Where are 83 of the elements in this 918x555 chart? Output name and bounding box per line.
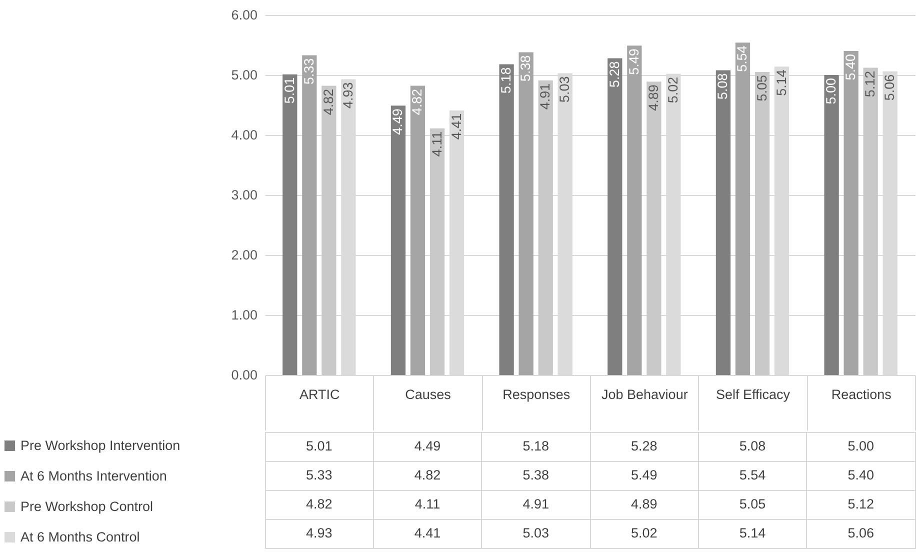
- data-label: 4.91: [522, 496, 549, 512]
- text: 4.11: [429, 131, 444, 157]
- data-label: 4.89: [631, 496, 658, 512]
- bar: [646, 82, 662, 375]
- y-tick-label: 4.00: [231, 128, 258, 142]
- bar: [538, 80, 553, 375]
- x-tick-label: Causes: [405, 387, 452, 402]
- text: 5.08: [715, 73, 730, 100]
- data-label: 4.82: [306, 496, 332, 512]
- bar: [844, 51, 858, 375]
- bar: [322, 86, 336, 375]
- bar: [754, 72, 770, 375]
- y-tick-label: 3.00: [231, 188, 258, 202]
- data-label: 5.14: [739, 526, 766, 540]
- y-tick-label: 2.00: [231, 248, 258, 262]
- y-tick-label: 1.00: [231, 308, 258, 322]
- text: 5.14: [774, 70, 789, 96]
- legend-label: Pre Workshop Control: [20, 498, 154, 514]
- x-tick-label: Job Behaviour: [602, 387, 688, 402]
- text: 5.28: [606, 61, 622, 88]
- text: 5.38: [518, 55, 534, 82]
- data-label: 5.40: [848, 468, 874, 482]
- text: 4.82: [320, 88, 336, 116]
- bar: [390, 106, 406, 375]
- bar: [863, 68, 878, 375]
- data-label: 5.18: [522, 438, 549, 454]
- data-label: 5.06: [848, 526, 874, 540]
- data-label: 4.11: [414, 496, 440, 512]
- text: 5.06: [882, 74, 898, 101]
- bar: [824, 75, 839, 375]
- data-label: 4.93: [306, 526, 332, 540]
- bar: [302, 55, 317, 375]
- data-label: 5.28: [631, 438, 658, 454]
- data-label: 5.33: [306, 468, 332, 482]
- data-label: 4.49: [414, 438, 441, 454]
- bar: [410, 86, 426, 375]
- text: 5.01: [282, 77, 297, 104]
- x-tick-label: Self Efficacy: [716, 387, 790, 402]
- text: 5.03: [557, 76, 572, 102]
- data-label: 5.54: [739, 468, 766, 482]
- y-tick-label: 6.00: [231, 8, 258, 22]
- data-label: 5.05: [739, 496, 766, 512]
- x-tick-label: ARTIC: [300, 387, 340, 402]
- data-label: 5.12: [848, 496, 874, 512]
- text: 5.40: [843, 54, 858, 80]
- text: 5.33: [301, 58, 316, 84]
- data-label: 5.38: [522, 468, 549, 482]
- text: 4.49: [390, 108, 406, 135]
- text: 4.93: [340, 82, 356, 108]
- bar: [627, 46, 642, 375]
- text: 5.12: [862, 70, 878, 98]
- bar: [608, 58, 622, 375]
- text: 4.89: [646, 84, 661, 111]
- text: 5.05: [754, 75, 770, 102]
- data-label: 5.49: [631, 468, 658, 482]
- legend-label: Pre Workshop Intervention: [20, 438, 180, 453]
- data-label: 4.41: [414, 526, 441, 540]
- data-label: 5.02: [631, 526, 658, 540]
- bar: [499, 64, 514, 375]
- bar: [430, 128, 445, 375]
- y-tick-label: 0.00: [231, 368, 258, 382]
- data-label: 4.82: [414, 468, 441, 482]
- text: 4.41: [448, 113, 464, 140]
- x-tick-label: Responses: [502, 387, 570, 402]
- bar: [282, 74, 298, 375]
- bar: [518, 52, 534, 375]
- legend-label: At 6 Months Intervention: [20, 468, 167, 484]
- data-label: 5.03: [522, 526, 549, 540]
- text: 5.54: [734, 46, 750, 72]
- data-label: 5.01: [306, 438, 332, 454]
- text: 4.91: [538, 83, 553, 110]
- text: 5.18: [498, 67, 514, 94]
- data-label: 5.00: [848, 438, 874, 454]
- text: 5.02: [665, 76, 680, 104]
- y-tick-label: 5.00: [231, 68, 258, 82]
- bar: [716, 70, 731, 375]
- x-tick-label: Reactions: [831, 387, 892, 402]
- text: 5.00: [824, 78, 839, 104]
- data-label: 5.08: [739, 438, 766, 454]
- bar: [735, 42, 750, 375]
- text: 5.49: [626, 48, 642, 75]
- legend-label: At 6 Months Control: [20, 529, 140, 544]
- text: 4.82: [410, 88, 425, 116]
